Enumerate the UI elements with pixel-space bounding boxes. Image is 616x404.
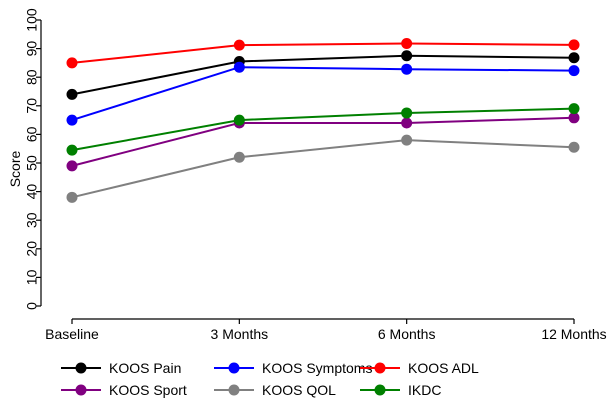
y-axis-title: Score xyxy=(7,151,23,188)
legend-label-ikdc: IKDC xyxy=(408,382,441,398)
data-point-koos-qol xyxy=(401,134,413,146)
data-point-ikdc xyxy=(568,103,580,115)
y-tick-label: 40 xyxy=(24,184,40,200)
legend-marker-koos-sport xyxy=(75,384,87,396)
data-point-koos-symptoms xyxy=(233,61,245,73)
data-point-koos-symptoms xyxy=(568,65,580,77)
legend-label-koos-adl: KOOS ADL xyxy=(408,360,479,376)
data-point-koos-adl xyxy=(568,39,580,51)
legend-marker-koos-qol xyxy=(228,384,240,396)
data-point-koos-adl xyxy=(233,39,245,51)
data-point-koos-pain xyxy=(401,50,413,62)
legend-label-koos-pain: KOOS Pain xyxy=(109,360,181,376)
series-line-ikdc xyxy=(71,107,575,152)
data-point-koos-pain xyxy=(66,88,78,100)
series-layer xyxy=(66,37,580,203)
series-line-koos-sport xyxy=(71,116,575,167)
x-tick-label: Baseline xyxy=(45,326,99,342)
legend-label-koos-qol: KOOS QOL xyxy=(262,382,336,398)
legend-marker-koos-symptoms xyxy=(228,362,240,374)
x-tick-label: 6 Months xyxy=(378,326,436,342)
data-point-koos-qol xyxy=(233,151,245,163)
y-tick-label: 50 xyxy=(24,155,40,171)
series-line-koos-symptoms xyxy=(71,66,575,122)
data-point-ikdc xyxy=(66,144,78,156)
y-tick-label: 60 xyxy=(24,126,40,142)
data-point-koos-pain xyxy=(568,52,580,64)
data-point-koos-sport xyxy=(66,160,78,172)
legend-marker-koos-adl xyxy=(374,362,386,374)
data-point-koos-symptoms xyxy=(66,114,78,126)
data-point-koos-adl xyxy=(66,57,78,69)
axes: 0 10 20 30 40 50 60 70 80 90 100 Baseline 3 Months 6 … xyxy=(24,8,607,342)
y-tick-label: 20 xyxy=(24,241,40,257)
data-point-koos-qol xyxy=(568,141,580,153)
data-point-koos-adl xyxy=(401,37,413,49)
y-tick-label: 90 xyxy=(24,41,40,57)
x-tick-label: 12 Months xyxy=(541,326,606,342)
legend-label-koos-sport: KOOS Sport xyxy=(109,382,187,398)
data-point-koos-symptoms xyxy=(401,63,413,75)
data-point-koos-sport xyxy=(401,117,413,129)
data-point-koos-sport xyxy=(568,112,580,124)
y-tick-label: 30 xyxy=(24,212,40,228)
series-line-koos-pain xyxy=(71,54,575,96)
series-line-koos-qol xyxy=(71,139,575,199)
x-tick-label: 3 Months xyxy=(211,326,269,342)
legend-label-koos-symptoms: KOOS Symptoms xyxy=(262,360,372,376)
y-tick-label: 100 xyxy=(24,8,40,32)
y-tick-label: 80 xyxy=(24,69,40,85)
series-line-koos-adl xyxy=(71,42,575,64)
data-point-ikdc xyxy=(233,114,245,126)
legend-marker-koos-pain xyxy=(75,362,87,374)
legend: KOOS Pain KOOS Symptoms KOOS ADL KOOS Sport… xyxy=(61,360,479,398)
y-tick-label: 0 xyxy=(24,302,40,310)
y-tick-label: 10 xyxy=(24,269,40,285)
data-point-koos-qol xyxy=(66,191,78,203)
y-tick-label: 70 xyxy=(24,98,40,114)
legend-marker-ikdc xyxy=(374,384,386,396)
data-point-ikdc xyxy=(401,107,413,119)
